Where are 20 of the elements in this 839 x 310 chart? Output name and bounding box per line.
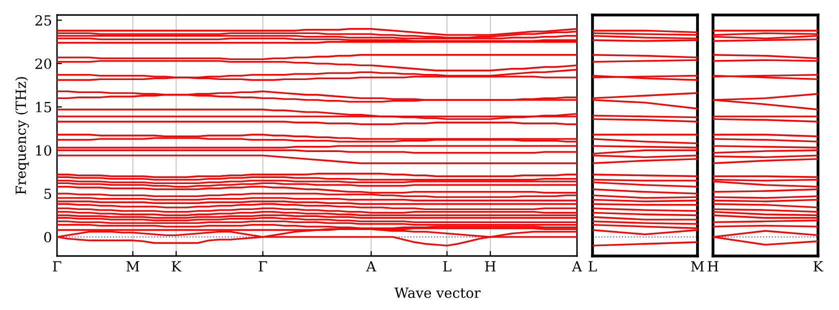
x-tick-label: H xyxy=(708,261,718,272)
y-tick-label: 15 xyxy=(36,102,52,112)
x-tick-label: K xyxy=(172,261,182,272)
x-tick-label: Γ xyxy=(52,261,62,272)
x-axis-title: Wave vector xyxy=(394,288,481,298)
y-tick-label: 20 xyxy=(35,58,52,70)
y-tick-label: 10 xyxy=(36,145,52,156)
y-tick-label: 5 xyxy=(44,188,52,200)
x-tick-label: H xyxy=(485,261,496,272)
y-tick-label: 0 xyxy=(44,232,52,242)
y-axis-title: Frequency (THz) xyxy=(15,77,29,194)
x-tick-label: Γ xyxy=(258,261,268,272)
x-tick-label: L xyxy=(443,261,452,272)
x-tick-label: L xyxy=(588,261,597,272)
x-tick-label: M xyxy=(126,261,140,272)
x-tick-label: A xyxy=(366,261,376,272)
x-tick-label: M xyxy=(691,261,704,272)
x-tick-label: A xyxy=(572,261,582,272)
y-tick-label: 25 xyxy=(35,15,52,26)
x-tick-label: K xyxy=(814,261,824,272)
